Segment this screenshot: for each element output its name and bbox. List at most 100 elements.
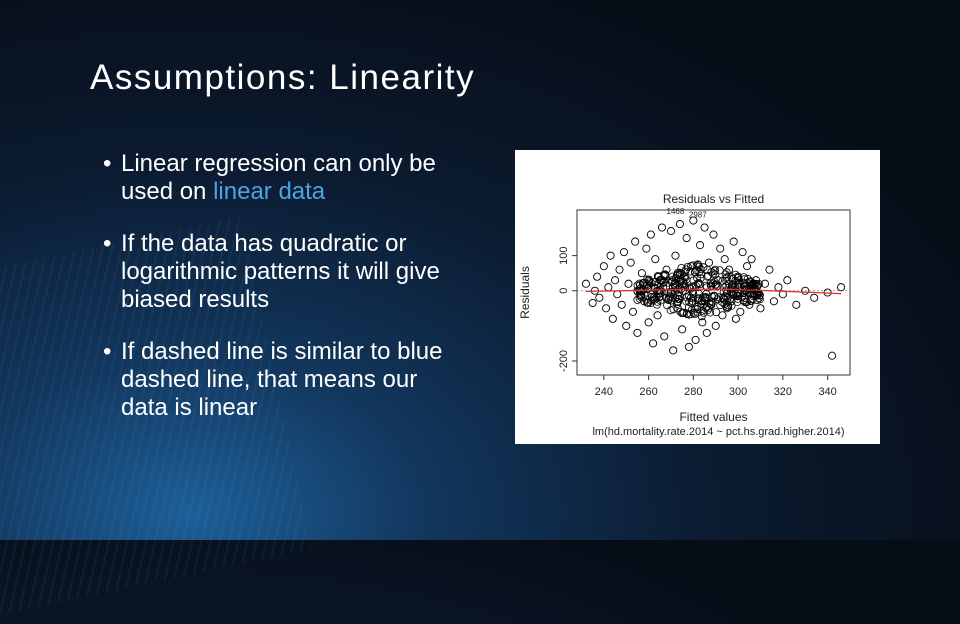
data-point: [622, 321, 631, 330]
data-point: [682, 293, 691, 302]
data-point: [646, 230, 655, 239]
data-point: [747, 278, 756, 287]
data-point: [718, 311, 727, 320]
data-point: [649, 339, 658, 348]
data-point: [675, 270, 684, 279]
data-point: [678, 286, 687, 295]
y-axis-label: Residuals: [518, 266, 532, 319]
data-point: [699, 263, 708, 272]
data-point: [711, 270, 720, 279]
data-point: [722, 273, 731, 282]
x-tick-label: 240: [595, 386, 613, 398]
bullet-item: • If the data has quadratic or logarithm…: [100, 230, 460, 314]
data-point: [694, 278, 703, 287]
data-point: [710, 291, 719, 300]
data-point: [690, 268, 699, 277]
data-point: [712, 308, 721, 317]
data-point: [581, 279, 591, 288]
data-point: [738, 248, 747, 257]
data-point: [783, 276, 792, 285]
residuals-plot: Residuals vs Fitted 1468 2987 240 260 280 300 3…: [515, 150, 880, 444]
data-point: [705, 303, 714, 312]
data-point: [617, 300, 626, 309]
plot-frame: [576, 209, 851, 376]
data-point: [675, 219, 684, 229]
data-point: [752, 291, 761, 300]
data-point: [689, 309, 698, 318]
data-point: [801, 286, 810, 295]
bullet-dot: •: [103, 150, 112, 177]
data-point: [656, 296, 665, 305]
data-point: [595, 293, 604, 302]
data-point: [745, 300, 754, 309]
data-point: [702, 328, 711, 337]
data-point: [638, 279, 647, 288]
data-point: [711, 321, 720, 330]
data-point: [619, 248, 629, 257]
x-tick-label: 340: [818, 386, 836, 398]
data-point: [613, 290, 622, 299]
data-point: [810, 293, 819, 302]
data-point: [685, 292, 694, 301]
data-point: [604, 283, 613, 292]
data-point: [652, 287, 661, 296]
data-point: [643, 298, 652, 307]
data-point: [739, 273, 748, 282]
data-point: [645, 278, 654, 287]
y-tick-label: 0: [558, 288, 570, 294]
data-point: [662, 265, 671, 274]
data-point: [684, 342, 693, 351]
data-point: [654, 279, 663, 288]
bullet-text: Linear regression can only be used on: [121, 150, 436, 205]
data-point: [716, 244, 725, 253]
data-point: [697, 300, 706, 309]
data-point: [729, 237, 738, 246]
data-point: [633, 328, 642, 337]
data-point: [703, 272, 712, 281]
data-point: [599, 262, 608, 271]
data-point: [727, 287, 736, 296]
data-point: [683, 262, 692, 271]
data-point: [664, 278, 673, 287]
data-point: [664, 288, 673, 297]
data-point: [736, 307, 745, 316]
data-point: [769, 297, 778, 306]
data-point: [836, 283, 846, 292]
x-axis-label: Fitted values: [679, 410, 747, 424]
data-point: [678, 309, 687, 318]
data-point: [774, 283, 783, 292]
data-point: [703, 265, 712, 274]
data-point: [696, 241, 705, 250]
data-point: [660, 332, 669, 341]
data-point: [673, 299, 682, 308]
data-point: [675, 268, 684, 277]
data-point: [697, 312, 706, 321]
data-point: [743, 262, 752, 271]
data-point: [669, 305, 678, 314]
data-point: [676, 307, 685, 316]
bullet-dot: •: [103, 338, 112, 365]
data-point: [702, 283, 711, 292]
data-point: [644, 318, 653, 327]
data-point: [717, 297, 726, 306]
data-point: [671, 294, 680, 303]
chart-subtitle: lm(hd.mortality.rate.2014 ~ pct.hs.grad.…: [592, 426, 844, 438]
data-point: [753, 281, 762, 290]
data-point: [720, 255, 729, 264]
data-point: [731, 314, 740, 323]
data-point: [602, 304, 611, 313]
data-point: [743, 284, 752, 293]
x-tick-label: 260: [639, 386, 657, 398]
data-point: [728, 282, 737, 291]
data-point: [698, 318, 707, 327]
data-point: [678, 325, 687, 334]
data-point: [765, 265, 774, 274]
data-point: [681, 282, 690, 291]
data-point: [659, 278, 668, 287]
data-point: [593, 272, 602, 281]
data-point: [647, 283, 656, 292]
data-point: [689, 216, 698, 225]
outlier-label: 1468: [667, 207, 685, 216]
bullet-text: If dashed line is similar to blue dashed…: [121, 338, 443, 421]
data-point: [633, 287, 642, 296]
